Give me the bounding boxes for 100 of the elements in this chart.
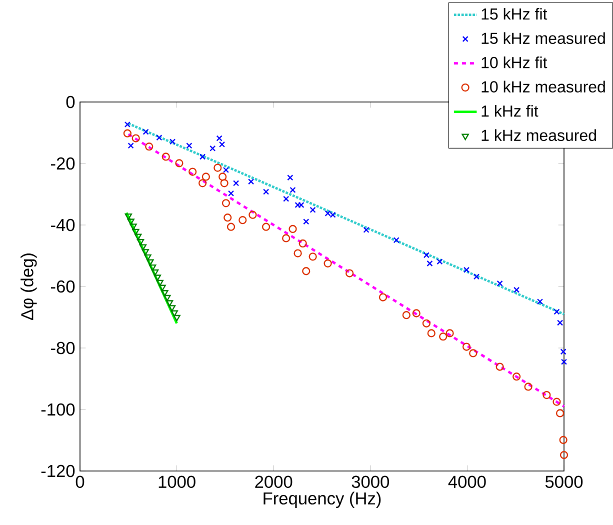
point [198,179,207,188]
point [556,320,564,326]
point [346,269,354,278]
y-tick-label: -100 [41,403,75,416]
x-tick-label: 0 [76,476,84,488]
point [156,134,162,141]
point [298,202,304,208]
point [132,134,140,142]
point [169,138,176,145]
legend-label: 10 kHz measured [482,80,605,92]
point [216,135,222,142]
point [238,216,247,224]
point [512,372,521,381]
y-tick-label: 0 [66,96,75,108]
point [214,164,222,172]
point [282,234,290,242]
point [173,314,180,322]
point [168,305,176,312]
point [202,172,210,181]
point [136,238,144,246]
point [164,294,171,302]
point [393,237,400,244]
point [263,188,270,195]
point [222,166,230,174]
point [298,239,307,248]
point [310,206,316,213]
point [423,252,430,258]
point [124,121,130,128]
x-axis-title: Frequency (Hz) [264,492,381,508]
point [188,168,197,176]
y-tick-label: -20 [51,157,75,170]
point [175,159,184,168]
point [554,308,560,315]
point [422,319,431,328]
point [294,202,301,208]
point [560,358,568,365]
y-axis-title: Δφ (deg) [20,254,37,320]
point [186,142,192,149]
point [439,332,448,341]
legend-label: 10 kHz fit [482,56,548,68]
point [262,222,270,231]
point [139,244,147,251]
point [248,178,254,185]
point [473,274,480,280]
point [552,398,561,406]
point [288,224,297,234]
point [294,249,302,258]
y-tick-label: -120 [41,464,75,478]
point [130,224,137,230]
point [436,258,443,265]
point [536,298,544,305]
point [283,196,290,202]
x-tick-label: 4000 [448,476,486,488]
point [287,174,294,181]
point [128,142,134,149]
point [446,329,454,338]
x-tick-label: 5000 [545,476,583,488]
point [224,214,232,222]
point [462,342,471,351]
point [324,259,332,268]
point [248,210,257,219]
point [161,290,168,296]
point [363,226,370,233]
point [145,142,154,151]
point [218,172,227,181]
y-tick-label: -80 [51,342,75,354]
x-tick-label: 3000 [352,476,390,488]
point [123,129,132,138]
point [524,382,532,391]
point [166,300,174,307]
point [426,260,433,266]
point [127,218,134,226]
y-tick-label: -60 [51,280,75,293]
point [132,228,140,236]
point [378,293,388,302]
x-tick-label: 2000 [255,476,292,488]
point [156,280,164,286]
point [226,222,236,231]
x-tick-label: 1000 [158,476,196,488]
legend-label: 1 kHz fit [482,105,538,117]
point [142,128,149,135]
legend-label: 15 kHz measured [482,32,605,44]
point [560,450,568,460]
point [162,152,170,161]
legend-label: 1 kHz measured [482,129,596,142]
point [496,362,504,371]
point [514,286,520,293]
point [151,269,159,276]
point [228,190,234,196]
point [124,213,132,220]
point [402,311,410,320]
point [560,348,566,355]
point [170,310,178,317]
point [412,309,420,318]
point [200,154,206,160]
point [218,141,226,148]
point [556,409,564,418]
point [559,436,568,444]
point [427,329,436,338]
point [469,349,478,358]
